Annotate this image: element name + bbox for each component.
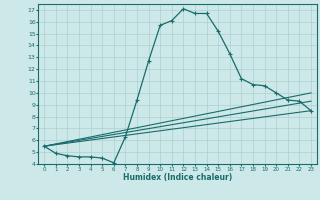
- X-axis label: Humidex (Indice chaleur): Humidex (Indice chaleur): [123, 173, 232, 182]
